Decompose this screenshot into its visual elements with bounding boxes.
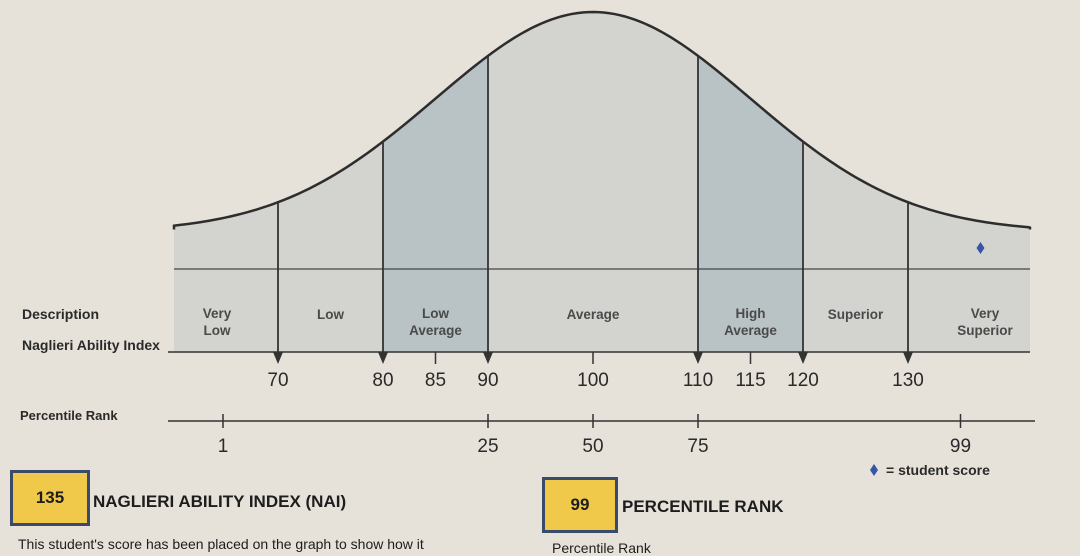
band-very-low xyxy=(174,202,278,352)
percentile-description: Percentile Rank xyxy=(552,540,651,556)
index-row-label: Naglieri Ability Index xyxy=(22,337,160,353)
index-tick-label: 100 xyxy=(577,370,609,391)
index-tick-label: 90 xyxy=(477,370,498,391)
boundary-arrow xyxy=(378,352,388,364)
index-tick-label: 110 xyxy=(683,370,713,391)
nai-description: This student's score has been placed on … xyxy=(18,536,424,552)
index-tick-label: 120 xyxy=(787,370,819,391)
band-low-average xyxy=(383,55,488,353)
band-label: Average xyxy=(567,307,620,322)
index-tick-label: 130 xyxy=(892,370,924,391)
index-tick-label: 85 xyxy=(425,370,446,391)
band-very-superior xyxy=(908,202,1030,352)
boundary-arrow xyxy=(798,352,808,364)
band-label: Superior xyxy=(828,307,884,322)
band-superior xyxy=(803,141,908,352)
percentile-tick-label: 75 xyxy=(687,436,708,457)
band-label: Very Low xyxy=(203,306,232,338)
percentile-tick-label: 99 xyxy=(950,436,971,457)
percentile-tick-label: 1 xyxy=(218,436,229,457)
band-high-average xyxy=(698,55,803,353)
normal-curve xyxy=(172,10,1032,230)
band-label: Very Superior xyxy=(957,306,1013,338)
boundary-arrow xyxy=(483,352,493,364)
boundary-arrow xyxy=(903,352,913,364)
band-average xyxy=(488,12,698,352)
description-row-label: Description xyxy=(22,306,100,322)
boundary-arrow xyxy=(273,352,283,364)
legend-marker xyxy=(870,464,878,476)
percentile-row-label: Percentile Rank xyxy=(20,408,118,423)
percentile-tick-label: 25 xyxy=(477,436,498,457)
student-score-marker xyxy=(976,242,985,254)
nai-heading: NAGLIERI ABILITY INDEX (NAI) xyxy=(93,492,347,511)
percentile-score-box: 99 xyxy=(542,477,618,533)
band-label: Low xyxy=(317,307,344,322)
percentile-tick-label: 50 xyxy=(582,436,603,457)
index-tick-label: 80 xyxy=(372,370,393,391)
band-low xyxy=(278,141,383,352)
nai-score-box: 135 xyxy=(10,470,90,526)
boundary-arrow xyxy=(693,352,703,364)
band-label: Low Average xyxy=(409,306,462,338)
index-tick-label: 70 xyxy=(267,370,288,391)
index-tick-label: 115 xyxy=(735,370,765,391)
percentile-heading: PERCENTILE RANK xyxy=(622,497,784,516)
band-label: High Average xyxy=(724,306,777,338)
legend-label: = student score xyxy=(886,462,990,478)
